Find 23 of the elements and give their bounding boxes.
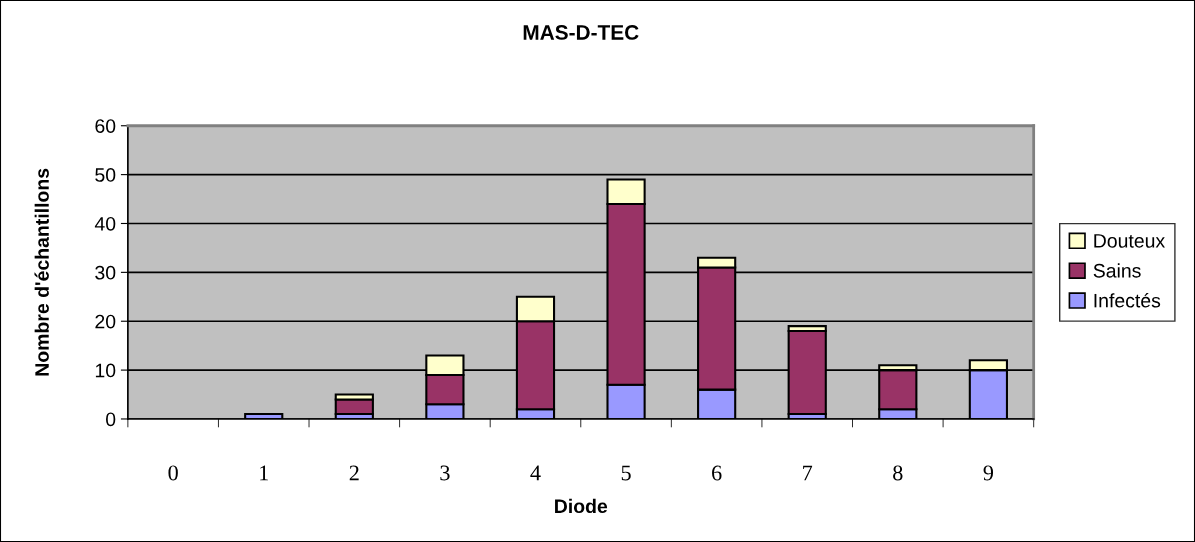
x-tick-label: 9 xyxy=(983,465,994,481)
y-axis-title: Nombre d'échantillons xyxy=(34,168,49,376)
y-tick-label: 0 xyxy=(106,412,116,427)
x-axis-title: Diode xyxy=(555,498,608,514)
y-tick-label: 50 xyxy=(95,168,116,182)
x-tick-label: 0 xyxy=(168,465,178,481)
x-tick-label: 3 xyxy=(440,465,450,481)
x-tick-label: 4 xyxy=(530,465,541,481)
chart-title: MAS-D-TEC xyxy=(523,25,639,40)
x-tick-label: 7 xyxy=(803,465,813,481)
x-tick-label: 8 xyxy=(893,465,903,481)
y-tick-label: 10 xyxy=(95,363,116,378)
x-tick-label: 5 xyxy=(621,465,631,481)
legend-label: Douteux xyxy=(1094,234,1165,248)
y-tick-label: 20 xyxy=(95,314,116,329)
y-tick-label: 30 xyxy=(95,265,116,280)
legend-label: Infectés xyxy=(1094,293,1161,308)
x-tick-label: 2 xyxy=(349,465,359,481)
x-tick-label: 1 xyxy=(260,465,268,481)
legend-label: Sains xyxy=(1093,263,1141,278)
y-tick-label: 40 xyxy=(94,216,116,231)
x-tick-label: 6 xyxy=(712,465,722,481)
y-tick-label: 60 xyxy=(95,119,116,133)
